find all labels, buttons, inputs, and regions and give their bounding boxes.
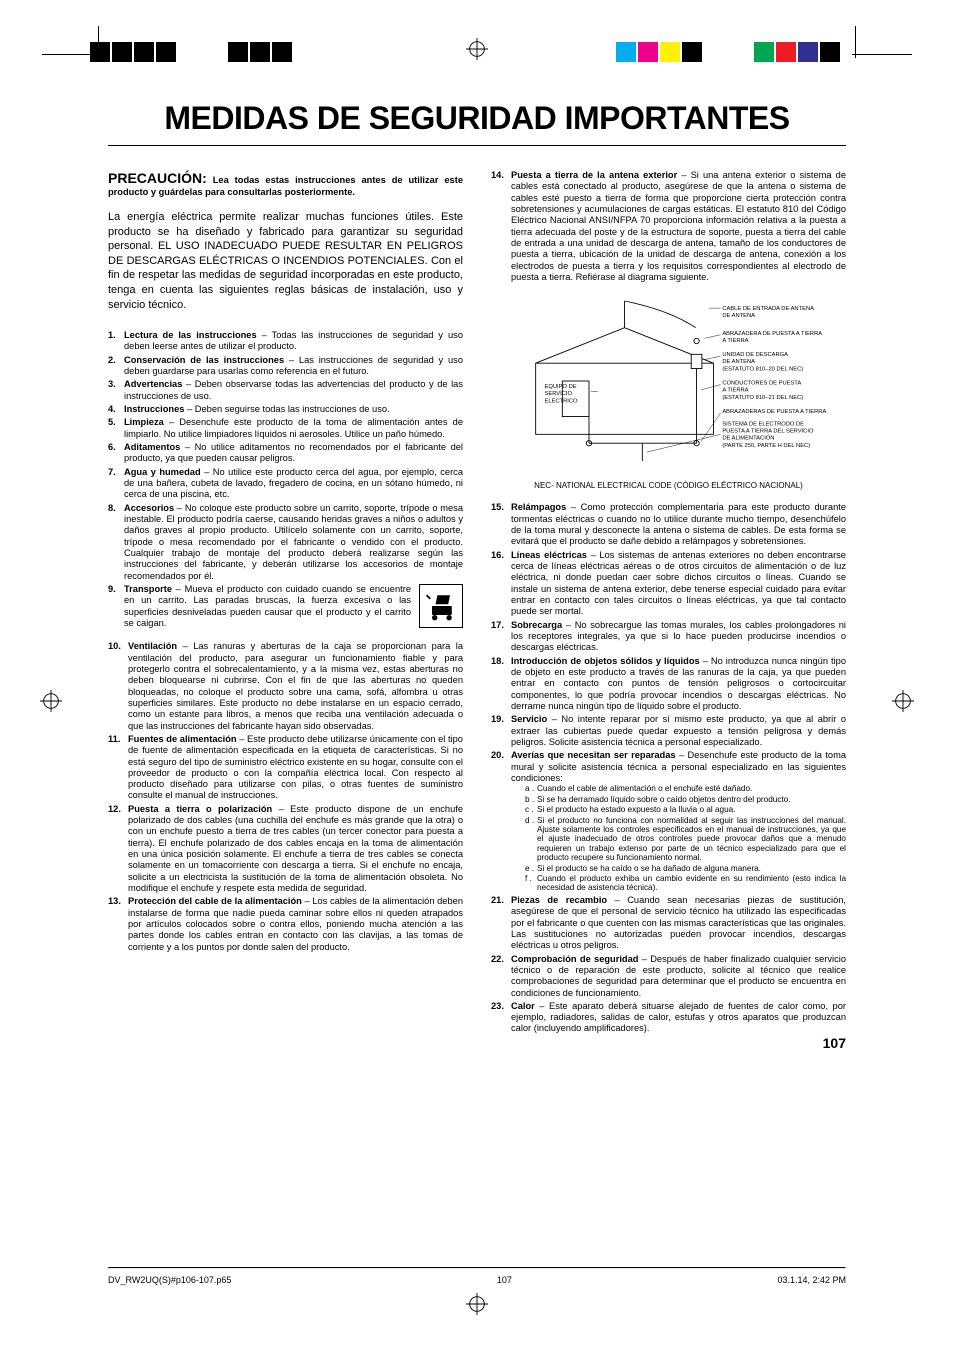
page-number: 107 [823, 1035, 846, 1051]
safety-item: 5.Limpieza – Desenchufe este producto de… [108, 417, 463, 440]
svg-text:CABLE DE ENTRADA DE ANTENA: CABLE DE ENTRADA DE ANTENA [722, 306, 814, 312]
cart-tip-icon [419, 584, 463, 628]
safety-item: 7.Agua y humedad – No utilice este produ… [108, 467, 463, 501]
precaution-block: PRECAUCIÓN: Lea todas estas instruccione… [108, 170, 463, 198]
svg-text:ABRAZADERA DE PUESTA A TIERRA: ABRAZADERA DE PUESTA A TIERRA [722, 331, 822, 337]
svg-text:DE ANTENA: DE ANTENA [722, 360, 755, 366]
safety-item: 6.Aditamentos – No utilice aditamentos n… [108, 442, 463, 465]
footer-date: 03.1.14, 2:42 PM [777, 1275, 846, 1285]
sub-item: e .Si el producto se ha caído o se ha da… [525, 864, 846, 873]
sub-item: f .Cuando el producto exhiba un cambio e… [525, 874, 846, 893]
page-content: MEDIDAS DE SEGURIDAD IMPORTANTES PRECAUC… [108, 100, 846, 1037]
safety-item: 22.Comprobación de seguridad – Después d… [491, 954, 846, 999]
svg-text:DE ANTENA: DE ANTENA [722, 313, 755, 319]
safety-item: 12.Puesta a tierra o polarización – Este… [108, 804, 463, 895]
footer-rule [108, 1267, 846, 1269]
footer-page: 107 [497, 1275, 512, 1285]
title-rule [108, 145, 846, 146]
footer-file: DV_RW2UQ(S)#p106-107.p65 [108, 1275, 231, 1285]
safety-item: 4.Instrucciones – Deben seguirse todas l… [108, 404, 463, 415]
svg-text:SERVICIO: SERVICIO [544, 392, 572, 398]
intro-text: La energía eléctrica permite realizar mu… [108, 210, 463, 312]
safety-item: 11.Fuentes de alimentación – Este produc… [108, 734, 463, 802]
safety-item: 16.Líneas eléctricas – Los sistemas de a… [491, 550, 846, 618]
footer: DV_RW2UQ(S)#p106-107.p65 107 03.1.14, 2:… [108, 1275, 846, 1285]
safety-item: 8.Accesorios – No coloque este producto … [108, 503, 463, 582]
item-20: 20. Averías que necesitan ser reparadas … [491, 750, 846, 893]
registration-mark-bottom [466, 1293, 488, 1315]
safety-item: 2.Conservación de las instrucciones – La… [108, 355, 463, 378]
svg-text:(ESTATUTO 810–20 DEL NEC): (ESTATUTO 810–20 DEL NEC) [722, 367, 803, 373]
safety-item: 15.Relámpagos – Como protección compleme… [491, 502, 846, 547]
sub-item: b .Si se ha derramado líquido sobre o ca… [525, 795, 846, 804]
grounding-diagram: CABLE DE ENTRADA DE ANTENA DE ANTENA ABR… [491, 291, 846, 474]
svg-text:PUESTA A TIERRA DEL SERVICIO: PUESTA A TIERRA DEL SERVICIO [722, 429, 814, 435]
svg-text:(PARTE 250, PARTE H DEL NEC): (PARTE 250, PARTE H DEL NEC) [722, 443, 810, 449]
sub-item: d .Si el producto no funciona con normal… [525, 816, 846, 863]
svg-text:EQUIPO DE: EQUIPO DE [544, 384, 576, 390]
svg-text:(ESTATUTO 810–21 DEL NEC): (ESTATUTO 810–21 DEL NEC) [722, 395, 803, 401]
safety-item: 18.Introducción de objetos sólidos y líq… [491, 656, 846, 713]
item-14: 14. Puesta a tierra de la antena exterio… [491, 170, 846, 283]
svg-text:A TIERRA: A TIERRA [722, 388, 748, 394]
printer-marks-top [0, 36, 954, 66]
svg-text:UNIDAD DE DESCARGA: UNIDAD DE DESCARGA [722, 352, 788, 358]
svg-text:A TIERRA: A TIERRA [722, 338, 748, 344]
sub-item: a .Cuando el cable de alimentación o el … [525, 784, 846, 793]
safety-item: 13.Protección del cable de la alimentaci… [108, 896, 463, 953]
svg-text:DE ALIMENTACIÓN: DE ALIMENTACIÓN [722, 435, 774, 442]
svg-text:SISTEMA DE ELECTRODO DE: SISTEMA DE ELECTRODO DE [722, 422, 804, 428]
safety-item: 19.Servicio – No intente reparar por sí … [491, 714, 846, 748]
diagram-note: NEC- NATIONAL ELECTRICAL CODE (CÓDIGO EL… [491, 481, 846, 491]
registration-mark-left [40, 690, 62, 712]
safety-item: 23.Calor – Este aparato deberá situarse … [491, 1001, 846, 1035]
page-title: MEDIDAS DE SEGURIDAD IMPORTANTES [108, 100, 846, 137]
svg-text:CONDUCTORES DE PUESTA: CONDUCTORES DE PUESTA [722, 381, 801, 387]
registration-mark-right [892, 690, 914, 712]
right-column: 14. Puesta a tierra de la antena exterio… [491, 170, 846, 1037]
precaution-label: PRECAUCIÓN: [108, 170, 207, 186]
svg-text:ABRAZADERAS DE PUESTA A TIERRA: ABRAZADERAS DE PUESTA A TIERRA [722, 409, 826, 415]
safety-item: 1.Lectura de las instrucciones – Todas l… [108, 330, 463, 353]
safety-item: 21.Piezas de recambio – Cuando sean nece… [491, 895, 846, 952]
svg-text:ELÉCTRICO: ELÉCTRICO [544, 398, 578, 405]
sub-item: c .Si el producto ha estado expuesto a l… [525, 805, 846, 814]
safety-item: 10.Ventilación – Las ranuras y aberturas… [108, 641, 463, 732]
safety-item: 3.Advertencias – Deben observarse todas … [108, 379, 463, 402]
left-column: PRECAUCIÓN: Lea todas estas instruccione… [108, 170, 463, 1037]
item-transport: 9. Transporte – Mueva el producto con cu… [108, 584, 463, 629]
safety-item: 17.Sobrecarga – No sobrecargue las tomas… [491, 620, 846, 654]
